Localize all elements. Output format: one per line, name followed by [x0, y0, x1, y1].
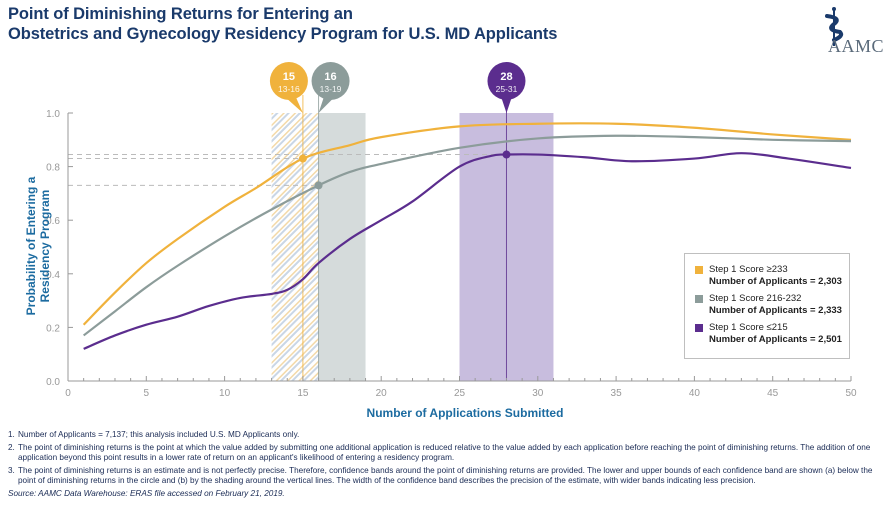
pdr-value: 16	[324, 71, 336, 83]
legend: Step 1 Score ≥233 Number of Applicants =…	[684, 253, 850, 359]
footnote-2: 2. The point of diminishing returns is th…	[8, 443, 888, 464]
chart-title: Point of Diminishing Returns for Enterin…	[8, 4, 557, 44]
x-tick-label: 45	[767, 388, 779, 399]
pdr-bubble-mid	[311, 62, 350, 100]
y-tick-label: 0.0	[46, 377, 60, 388]
footnote-1: 1. Number of Applicants = 7,137; this ana…	[8, 430, 888, 441]
y-axis-label: Probability of Entering a Residency Prog…	[24, 176, 52, 316]
axes: 0.0 0.2 0.4 0.6 0.8 1.0 0 5 10 15 20 25 30 35 40 45 50	[46, 109, 857, 399]
source-note: Source: AAMC Data Warehouse: ERAS file a…	[8, 488, 285, 498]
title-line-2: Obstetrics and Gynecology Residency Prog…	[8, 25, 558, 43]
pdr-point-mid	[314, 181, 323, 190]
confidence-band-mid	[318, 113, 366, 381]
confidence-bands	[271, 113, 554, 381]
legend-label: Step 1 Score ≤215	[709, 322, 788, 333]
footnote-number: 3.	[8, 465, 15, 475]
pdr-range: 25-31	[496, 84, 518, 94]
x-tick-label: 20	[376, 388, 388, 399]
footnotes: 1. Number of Applicants = 7,137; this ana…	[8, 430, 888, 499]
x-tick-label: 50	[845, 388, 857, 399]
y-tick-label: 0.2	[46, 323, 60, 334]
pdr-bubble-low	[487, 62, 526, 100]
x-tick-label: 5	[144, 388, 150, 399]
footnote-text: The point of diminishing returns is the …	[18, 442, 871, 463]
legend-swatch-low	[695, 324, 703, 332]
footnote-number: 1.	[8, 430, 15, 439]
reference-lines	[68, 95, 507, 381]
legend-label: Step 1 Score 216-232	[709, 293, 802, 304]
series-line-low	[83, 152, 852, 350]
chart-plot: 0.0 0.2 0.4 0.6 0.8 1.0 0 5 10 15 20 25 30 35 40 45 50 1…	[46, 62, 857, 399]
x-tick-label: 25	[454, 388, 466, 399]
y-tick-label: 0.6	[46, 216, 60, 227]
x-tick-label: 30	[532, 388, 544, 399]
pdr-point-high	[298, 154, 307, 163]
title-line-1: Point of Diminishing Returns for Enterin…	[8, 5, 353, 23]
logo-text: AAMC	[828, 36, 885, 56]
x-tick-label: 40	[689, 388, 701, 399]
pdr-range: 13-19	[320, 84, 342, 94]
legend-item-high: Step 1 Score ≥233 Number of Applicants =…	[695, 264, 849, 288]
series-line-mid	[82, 134, 852, 337]
pdr-value: 15	[283, 71, 295, 83]
x-tick-label: 35	[611, 388, 623, 399]
legend-count: Number of Applicants = 2,333	[709, 305, 842, 316]
legend-count: Number of Applicants = 2,303	[709, 276, 842, 287]
aamc-logo: AAMC	[818, 6, 888, 62]
pdr-point-low	[502, 150, 511, 159]
series-lines	[82, 122, 852, 350]
footnote-number: 2.	[8, 442, 15, 452]
confidence-band-high	[271, 113, 319, 381]
legend-item-low: Step 1 Score ≤215 Number of Applicants =…	[695, 322, 849, 346]
footnote-3: 3. The point of diminishing returns is an…	[8, 466, 888, 487]
y-tick-label: 0.8	[46, 163, 60, 174]
y-tick-label: 0.4	[46, 270, 60, 281]
legend-count: Number of Applicants = 2,501	[709, 334, 842, 345]
legend-swatch-mid	[695, 295, 703, 303]
footnote-text: The point of diminishing returns is an e…	[18, 465, 873, 486]
x-tick-label: 15	[297, 388, 309, 399]
legend-label: Step 1 Score ≥233	[709, 264, 788, 275]
pdr-value: 28	[500, 71, 512, 83]
footnote-text: Number of Applicants = 7,137; this analy…	[18, 430, 300, 439]
x-tick-label: 10	[219, 388, 231, 399]
legend-swatch-high	[695, 266, 703, 274]
caduceus-icon	[825, 7, 844, 46]
x-tick-label: 0	[65, 388, 71, 399]
series-line-high	[82, 122, 852, 326]
pdr-bubble-high	[269, 62, 308, 100]
pdr-range: 13-16	[278, 84, 300, 94]
legend-item-mid: Step 1 Score 216-232 Number of Applicant…	[695, 293, 849, 317]
y-tick-label: 1.0	[46, 109, 60, 120]
x-axis-label: Number of Applications Submitted	[366, 406, 564, 420]
